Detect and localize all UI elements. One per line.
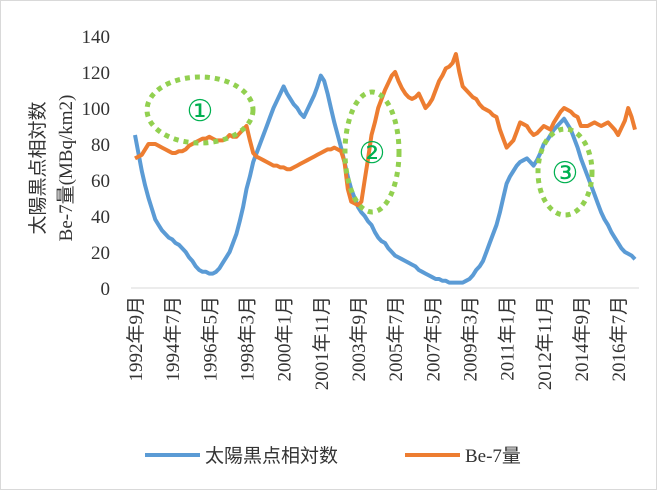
x-tick-label: 2009年3月 <box>459 296 481 382</box>
legend-label: Be-7量 <box>465 446 521 467</box>
y-tick-label: 100 <box>82 99 111 120</box>
x-tick-label: 2014年9月 <box>571 296 593 382</box>
y-tick-label: 40 <box>91 207 110 228</box>
x-tick-label: 2012年11月 <box>534 296 556 390</box>
x-tick-label: 2001年11月 <box>311 296 333 390</box>
annotation-label: ② <box>359 137 386 170</box>
x-tick-label: 2011年1月 <box>497 296 519 381</box>
y-tick-label: 80 <box>91 135 110 156</box>
x-tick-label: 1994年7月 <box>162 296 184 382</box>
x-tick-label: 1998年3月 <box>236 296 258 382</box>
y-tick-label: 140 <box>82 27 111 48</box>
y-tick-label: 60 <box>91 171 110 192</box>
legend-label: 太陽黒点相対数 <box>205 445 338 467</box>
x-tick-label: 2003年9月 <box>348 296 370 382</box>
annotation-ellipse <box>535 126 595 218</box>
annotation-ellipse <box>342 89 402 215</box>
y-axis-title: 太陽黒点相対数 <box>27 101 49 234</box>
annotation-label: ③ <box>552 157 579 190</box>
x-tick-label: 2007年5月 <box>422 296 444 382</box>
x-tick-label: 2005年7月 <box>385 296 407 382</box>
y-tick-label: 0 <box>101 279 111 300</box>
x-tick-label: 2000年1月 <box>274 296 296 382</box>
x-tick-label: 2016年7月 <box>608 296 630 382</box>
y-axis-title: Be-7量(MBq/km2) <box>56 95 77 242</box>
x-tick-label: 1992年9月 <box>125 296 147 382</box>
y-tick-label: 20 <box>91 243 110 264</box>
series-line <box>134 52 637 208</box>
y-tick-label: 120 <box>82 63 111 84</box>
annotation-ellipse <box>144 74 256 146</box>
x-tick-label: 1996年5月 <box>199 296 221 382</box>
annotation-label: ① <box>187 95 214 128</box>
